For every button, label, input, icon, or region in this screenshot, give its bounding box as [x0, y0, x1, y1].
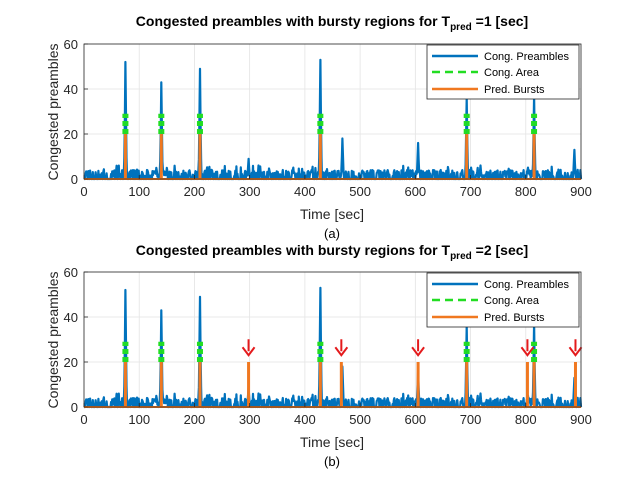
predicted-burst — [123, 134, 127, 179]
x-tick-label: 400 — [294, 184, 316, 199]
chart-panel-a: Congested preambles with bursty regions … — [45, 13, 592, 241]
predicted-burst — [532, 362, 536, 407]
predicted-burst — [465, 134, 469, 179]
predicted-burst — [465, 362, 469, 407]
chart-b-xlabel: Time [sec] — [300, 434, 364, 450]
chart-b-arrows — [241, 339, 583, 357]
y-tick-label: 20 — [64, 355, 78, 370]
predicted-burst — [573, 362, 577, 407]
chart-a-ylabel: Congested preambles — [45, 44, 61, 181]
x-tick-label: 600 — [404, 412, 426, 427]
x-tick-label: 800 — [515, 412, 537, 427]
chart-a-caption: (a) — [324, 226, 340, 241]
chart-b-ticks: 0 100 200 300 400 500 600 700 800 900 0 20 40 60 — [64, 265, 592, 427]
x-tick-label: 0 — [80, 412, 87, 427]
chart-b-area-series — [122, 341, 538, 362]
chart-a-frame — [83, 43, 582, 180]
predicted-burst — [159, 134, 163, 179]
legend-b-bursts-label: Pred. Bursts — [484, 312, 545, 324]
red-arrow-head — [334, 346, 349, 357]
predicted-burst — [123, 362, 127, 407]
legend-a-preambles-label: Cong. Preambles — [484, 51, 569, 63]
red-arrow-head — [411, 346, 425, 357]
y-tick-label: 0 — [71, 172, 78, 187]
x-tick-label: 700 — [460, 184, 482, 199]
predicted-burst — [198, 362, 202, 407]
x-tick-label: 0 — [80, 184, 87, 199]
y-tick-label: 60 — [64, 265, 78, 280]
x-tick-label: 600 — [404, 184, 426, 199]
x-tick-label: 300 — [239, 412, 261, 427]
predicted-burst — [532, 134, 536, 179]
predicted-burst — [198, 134, 202, 179]
y-tick-label: 60 — [64, 37, 78, 52]
x-tick-label: 200 — [184, 412, 206, 427]
predicted-burst — [159, 362, 163, 407]
chart-panel-b: Congested preambles with bursty regions … — [45, 242, 592, 469]
red-arrow-head — [568, 346, 583, 357]
chart-a-xlabel: Time [sec] — [300, 206, 364, 222]
y-tick-label: 20 — [64, 127, 78, 142]
y-tick-label: 40 — [64, 310, 78, 325]
red-arrow-head — [520, 346, 535, 357]
chart-a-area-series — [122, 113, 538, 134]
x-tick-label: 500 — [349, 412, 371, 427]
chart-b-frame — [83, 271, 582, 408]
predicted-burst — [339, 362, 343, 407]
predicted-burst — [318, 134, 322, 179]
chart-a-ticks: 0 100 200 300 400 500 600 700 800 900 0 20 40 60 — [64, 37, 592, 199]
y-tick-label: 0 — [71, 400, 78, 415]
predicted-burst — [416, 362, 420, 407]
x-tick-label: 100 — [128, 184, 150, 199]
x-tick-label: 700 — [460, 412, 482, 427]
predicted-burst — [247, 362, 251, 407]
x-tick-label: 400 — [294, 412, 316, 427]
x-tick-label: 200 — [184, 184, 206, 199]
chart-a-title: Congested preambles with bursty regions … — [136, 13, 528, 33]
chart-a-legend: Cong. Preambles Cong. Area Pred. Bursts — [426, 44, 580, 100]
legend-b-preambles-label: Cong. Preambles — [484, 279, 569, 291]
x-tick-label: 900 — [570, 184, 592, 199]
chart-b-title: Congested preambles with bursty regions … — [136, 242, 528, 262]
chart-b-ylabel: Congested preambles — [45, 272, 61, 409]
predicted-burst — [525, 362, 529, 407]
legend-a-area-label: Cong. Area — [484, 67, 540, 79]
x-tick-label: 300 — [239, 184, 261, 199]
y-tick-label: 40 — [64, 82, 78, 97]
x-tick-label: 800 — [515, 184, 537, 199]
x-tick-label: 500 — [349, 184, 371, 199]
chart-b-legend: Cong. Preambles Cong. Area Pred. Bursts — [426, 272, 580, 328]
predicted-burst — [318, 362, 322, 407]
x-tick-label: 100 — [128, 412, 150, 427]
chart-b-caption: (b) — [324, 454, 340, 469]
legend-a-bursts-label: Pred. Bursts — [484, 84, 545, 96]
red-arrow-head — [241, 346, 256, 357]
x-tick-label: 900 — [570, 412, 592, 427]
legend-b-area-label: Cong. Area — [484, 295, 540, 307]
